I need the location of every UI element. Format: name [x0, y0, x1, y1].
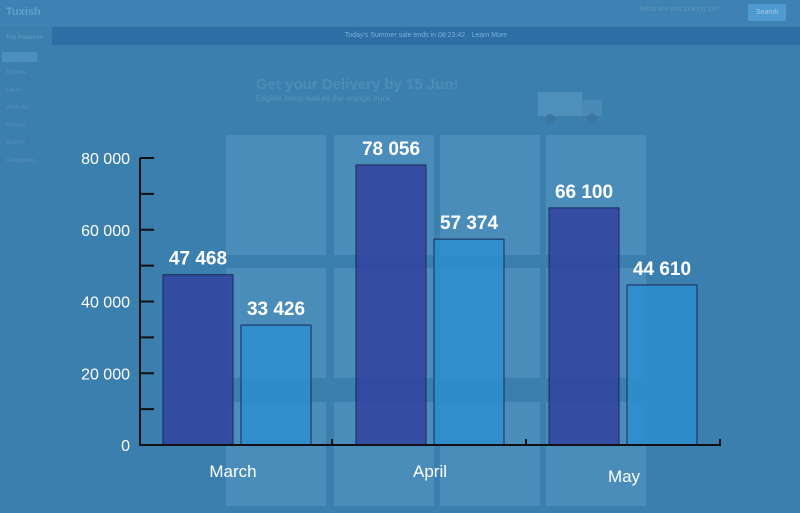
x-category-label: April	[413, 462, 447, 481]
bar-may-series1	[548, 207, 620, 446]
labels-layer: 47 468 78 056 66 100 33 426 57 374 44 610 0 20 …	[81, 139, 691, 486]
y-tick-label: 0	[121, 438, 130, 455]
sidebar-item-popular[interactable]: Popular	[2, 52, 37, 62]
sidebar-item-explore[interactable]: Explore	[6, 70, 27, 76]
product-tile[interactable]	[440, 135, 540, 255]
product-tile[interactable]	[226, 135, 326, 255]
bar-march-series2	[240, 324, 312, 446]
bar-march-series1	[162, 274, 234, 446]
value-label: 57 374	[440, 213, 499, 234]
sidebar-item-wishlist[interactable]: Wish list	[6, 105, 29, 111]
axes-layer	[139, 157, 721, 446]
y-tick-label: 40 000	[81, 295, 130, 312]
promo-banner: Today's Summer sale ends in 08:23:42 · L…	[52, 27, 800, 45]
bar-may-series2	[626, 284, 698, 446]
y-tick-label: 60 000	[81, 223, 130, 240]
sidebar: Top Features Popular Explore Local Wish …	[0, 30, 50, 230]
site-logo: Tuxish	[6, 6, 41, 18]
y-tick-label: 20 000	[81, 366, 130, 383]
x-category-label: March	[209, 462, 256, 481]
value-label: 47 468	[169, 249, 227, 270]
bars-layer	[162, 164, 698, 446]
bar-april-series2	[433, 238, 505, 446]
value-label: 44 610	[633, 259, 691, 280]
delivery-truck-icon	[538, 92, 602, 124]
search-button[interactable]: Search	[748, 4, 786, 21]
delivery-subline: Eligible items feature the orange truck	[256, 94, 391, 103]
bar-april-series1	[355, 164, 427, 446]
y-tick-label: 80 000	[81, 151, 130, 168]
value-label: 66 100	[555, 182, 613, 203]
sidebar-item-recent[interactable]: Recent	[6, 123, 26, 129]
delivery-headline: Get your Delivery by 15 Jun!	[256, 76, 459, 93]
sidebar-item-categories[interactable]: Categories	[6, 158, 36, 164]
value-label: 78 056	[362, 139, 420, 160]
sidebar-item-local[interactable]: Local	[6, 87, 21, 93]
top-bar: Tuxish What are you looking for? Search	[0, 0, 800, 26]
sidebar-item-brands[interactable]: Brands	[6, 140, 26, 146]
x-category-label: May	[608, 467, 641, 486]
sidebar-heading: Top Features	[6, 35, 44, 41]
search-input[interactable]: What are you looking for?	[640, 6, 720, 13]
value-label: 33 426	[247, 299, 305, 320]
